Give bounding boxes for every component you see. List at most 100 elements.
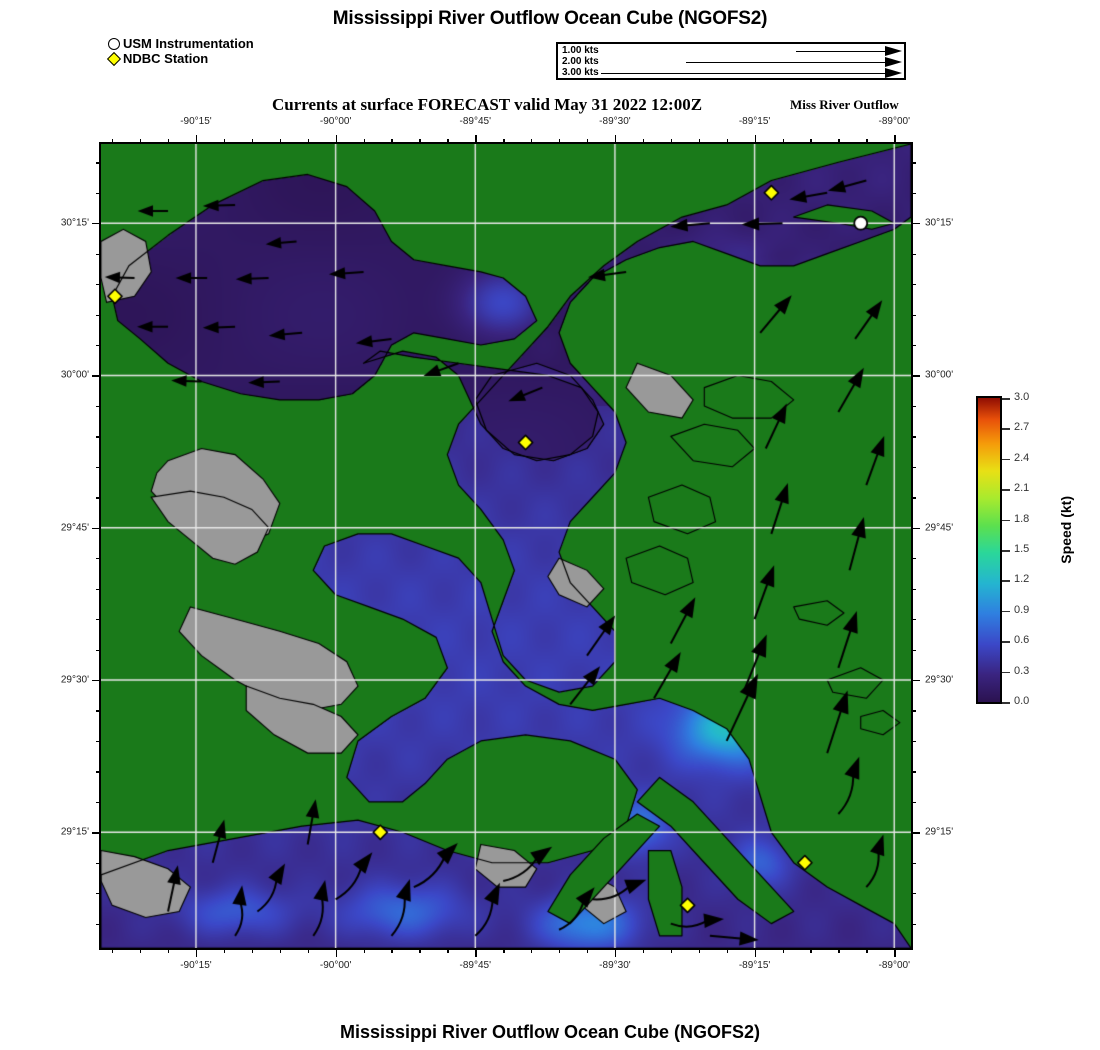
axis-minor-tick — [642, 139, 645, 144]
axis-minor-tick — [911, 497, 916, 499]
axis-minor-tick — [96, 192, 101, 195]
axis-minor-tick — [670, 948, 673, 953]
axis-major-tick — [92, 223, 101, 225]
colorbar-tick-label: 2.1 — [1014, 482, 1030, 495]
vector-arrowhead-3 — [885, 68, 902, 78]
longitude-tick-label: -89°00' — [878, 116, 910, 127]
axis-major-tick — [911, 375, 920, 377]
axis-major-tick — [911, 527, 920, 530]
axis-minor-tick — [810, 948, 812, 953]
page-title: Mississippi River Outflow Ocean Cube (NG… — [332, 8, 768, 29]
axis-minor-tick — [503, 948, 505, 953]
vector-shaft-3 — [601, 73, 886, 74]
axis-minor-tick — [587, 948, 589, 953]
axis-minor-tick — [782, 139, 784, 144]
axis-minor-tick — [911, 192, 916, 195]
axis-minor-tick — [96, 619, 101, 621]
axis-minor-tick — [911, 771, 916, 773]
latitude-tick-label: 30°15' — [60, 217, 89, 229]
colorbar-tick-label: 1.5 — [1014, 543, 1030, 555]
axis-major-tick — [335, 135, 337, 144]
marker-legend: USM Instrumentation NDBC Station — [106, 36, 254, 66]
axis-minor-tick — [112, 948, 114, 953]
axis-minor-tick — [911, 466, 916, 469]
axis-major-tick — [754, 948, 756, 957]
colorbar-tick — [1002, 580, 1010, 582]
axis-minor-tick — [279, 948, 282, 953]
axis-major-tick — [475, 948, 477, 957]
colorbar-tick — [1002, 489, 1010, 491]
latitude-tick-label: 29°30' — [60, 674, 89, 686]
vector-arrowhead-1 — [885, 46, 902, 56]
vector-scale-label-3: 3.00 kts — [562, 67, 599, 78]
longitude-tick-label: -89°15' — [738, 116, 771, 127]
legend-label-usm: USM Instrumentation — [123, 36, 254, 51]
latitude-tick-label: 30°00' — [925, 369, 954, 381]
colorbar-tick — [1002, 550, 1010, 552]
colorbar-tick-label: 2.4 — [1014, 451, 1030, 464]
axis-minor-tick — [531, 948, 533, 953]
vector-scale-row-2: 2.00 kts — [558, 56, 904, 68]
axis-major-tick — [614, 948, 617, 957]
axis-minor-tick — [911, 162, 916, 164]
axis-minor-tick — [307, 948, 309, 953]
axis-minor-tick — [168, 948, 170, 953]
axis-minor-tick — [698, 948, 701, 953]
axis-minor-tick — [810, 139, 812, 144]
axis-minor-tick — [911, 345, 916, 347]
vector-shaft-1 — [796, 51, 886, 52]
longitude-tick-label: -90°15' — [180, 960, 212, 971]
colorbar-tick — [1002, 428, 1010, 430]
axis-minor-tick — [96, 862, 101, 865]
axis-minor-tick — [698, 139, 701, 144]
longitude-tick-label: -89°30' — [599, 960, 631, 971]
axis-minor-tick — [391, 948, 393, 953]
colorbar-tick — [1002, 398, 1010, 400]
axis-minor-tick — [391, 139, 393, 144]
axis-major-tick — [195, 948, 198, 957]
axis-minor-tick — [911, 588, 916, 590]
longitude-tick-label: -90°15' — [180, 116, 212, 127]
axis-minor-tick — [96, 466, 101, 469]
colorbar-tick — [1002, 702, 1010, 704]
map-plot-area[interactable] — [99, 142, 913, 950]
axis-minor-tick — [140, 948, 142, 953]
axis-major-tick — [911, 223, 920, 225]
axis-minor-tick — [911, 619, 916, 621]
axis-minor-tick — [96, 558, 101, 560]
latitude-tick-label: 29°15' — [60, 826, 89, 838]
colorbar-tick-label: 1.2 — [1014, 573, 1030, 586]
colorbar-title: Speed (kt) — [1058, 496, 1074, 564]
axis-minor-tick — [419, 139, 421, 144]
axis-major-tick — [92, 832, 101, 834]
axis-minor-tick — [96, 740, 101, 743]
axis-minor-tick — [96, 801, 101, 804]
footer-title: Mississippi River Outflow Ocean Cube (NG… — [339, 1022, 761, 1042]
latitude-tick-label: 30°15' — [925, 217, 954, 229]
axis-minor-tick — [96, 588, 101, 590]
colorbar-tick — [1002, 610, 1010, 613]
colorbar-tick-label: 0.6 — [1014, 634, 1030, 647]
colorbar-tick — [1002, 519, 1010, 522]
latitude-tick-label: 29°30' — [925, 674, 954, 686]
axis-major-tick — [614, 135, 617, 144]
latitude-tick-label: 29°45' — [925, 522, 954, 534]
axis-major-tick — [894, 948, 896, 957]
colorbar-tick — [1002, 458, 1010, 461]
colorbar-tick-label: 3.0 — [1014, 391, 1030, 403]
forecast-subtitle: Currents at surface FORECAST valid May 3… — [272, 95, 703, 114]
axis-minor-tick — [838, 139, 840, 144]
axis-minor-tick — [168, 139, 170, 144]
axis-minor-tick — [866, 948, 868, 953]
axis-major-tick — [911, 680, 920, 682]
axis-minor-tick — [503, 139, 505, 144]
colorbar-tick-label: 0.0 — [1014, 695, 1030, 707]
axis-minor-tick — [419, 948, 421, 953]
axis-minor-tick — [911, 253, 916, 255]
colorbar-gradient — [976, 396, 1002, 704]
vector-arrowhead-2 — [885, 57, 902, 67]
axis-minor-tick — [670, 139, 673, 144]
axis-minor-tick — [96, 436, 101, 438]
diamond-marker-icon — [106, 51, 122, 66]
axis-minor-tick — [531, 139, 533, 144]
